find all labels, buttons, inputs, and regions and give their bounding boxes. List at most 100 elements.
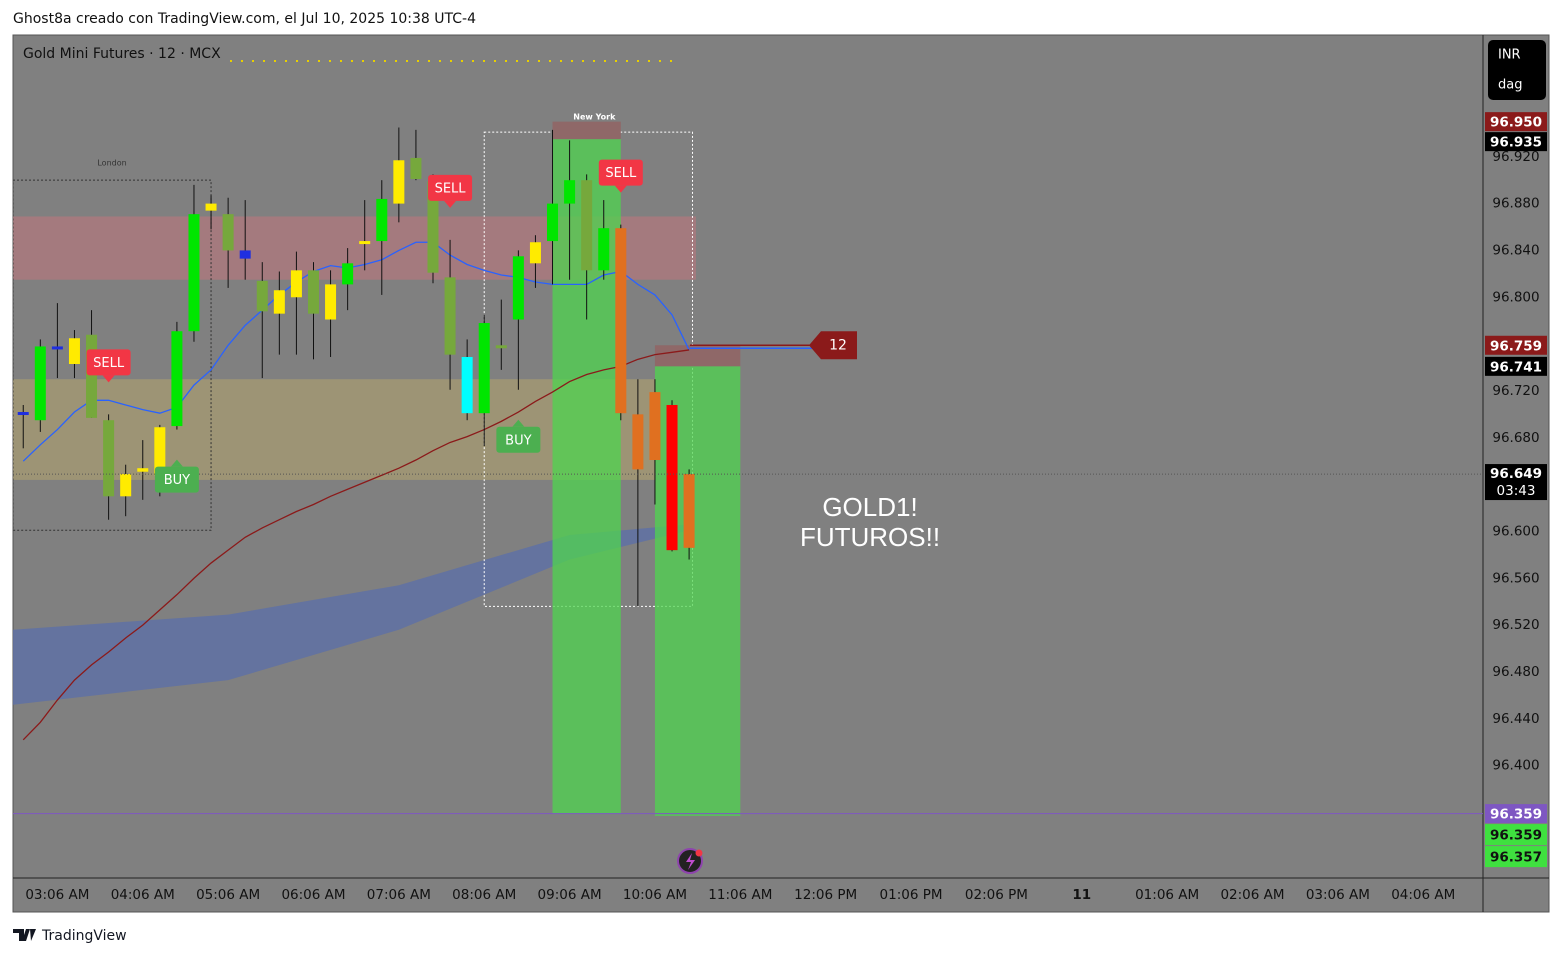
x-tick-label: 11:06 AM: [708, 887, 772, 903]
x-tick-label: 05:06 AM: [196, 887, 260, 903]
plot-area: [13, 121, 741, 816]
candle-body: [410, 157, 422, 180]
x-tick-label: 03:06 AM: [1306, 887, 1370, 903]
candle-body: [393, 160, 405, 204]
signal-label: BUY: [164, 473, 190, 488]
signal-label: SELL: [605, 166, 637, 181]
indicator-line: [22, 349, 690, 741]
x-tick-label: 02:06 AM: [1220, 887, 1284, 903]
x-tick-label: 04:06 AM: [111, 887, 175, 903]
x-tick-label: 12:06 PM: [794, 887, 857, 903]
x-tick-label: 03:06 AM: [25, 887, 89, 903]
signal-pointer: [512, 419, 525, 427]
cloud: [13, 524, 690, 705]
candle-body: [239, 250, 251, 259]
tv-logo: [13, 929, 36, 941]
price-tag-label: 96.357: [1490, 850, 1542, 866]
signal-box: [154, 466, 199, 493]
candle-body: [17, 412, 29, 416]
bolt: [686, 853, 695, 870]
candle-body: [581, 180, 593, 271]
candle-body: [495, 345, 507, 349]
signal-pointer: [170, 459, 183, 467]
indicator-line: [22, 241, 690, 462]
x-tick-label: 09:06 AM: [538, 887, 602, 903]
x-tick-label: 01:06 PM: [880, 887, 943, 903]
countdown: 03:43: [1497, 483, 1536, 499]
signal-box: [598, 159, 643, 186]
price-tag-label: 96.759: [1490, 338, 1542, 354]
candle-body: [461, 356, 473, 414]
y-tick-label: 96.880: [1492, 196, 1539, 212]
candle-body: [103, 420, 115, 497]
signal-label: BUY: [505, 433, 531, 448]
candle-body: [478, 323, 490, 414]
unit: dag: [1498, 78, 1522, 93]
price-tag: [1485, 112, 1547, 132]
overlay: London New York 12 SELL BUY SELL BUY SELL GOLD1!…: [13, 113, 1483, 815]
signal-box: [496, 426, 541, 453]
candle-body: [376, 198, 388, 242]
currency-box[interactable]: [1488, 40, 1546, 100]
y-tick-label: 96.720: [1492, 383, 1539, 399]
candle-body: [512, 256, 524, 320]
x-tick-label: 06:06 AM: [281, 887, 345, 903]
trade-risk: [552, 121, 621, 140]
price-tag: [1485, 846, 1547, 868]
candle-body: [222, 214, 234, 251]
footer: TradingView: [41, 928, 127, 944]
x-tick-label: 04:06 AM: [1391, 887, 1455, 903]
candle-body: [649, 392, 661, 461]
signal-pointer: [444, 200, 457, 208]
candle-body: [325, 284, 337, 320]
bolt-dot: [695, 849, 703, 857]
candle-body: [68, 338, 80, 365]
y-tick-label: 96.480: [1492, 664, 1539, 680]
x-tick-label: 01:06 AM: [1135, 887, 1199, 903]
candle-body: [666, 404, 678, 551]
candle-body: [359, 241, 371, 245]
candle-body: [154, 427, 166, 476]
y-tick-label: 96.400: [1492, 758, 1539, 774]
header: Ghost8a creado con TradingView.com, el J…: [13, 11, 476, 27]
candle-body: [342, 263, 354, 285]
price-tag: [1485, 464, 1547, 501]
price-tag-label: 96.359: [1490, 828, 1542, 844]
signal-pointer: [614, 185, 627, 193]
line-label-box: [809, 331, 857, 360]
x-tick-label: 07:06 AM: [367, 887, 431, 903]
candle-body: [632, 414, 644, 470]
y-tick-label: 96.440: [1492, 711, 1539, 727]
candle-body: [205, 203, 217, 211]
candle-body: [51, 346, 63, 350]
y-tick-label: 96.680: [1492, 430, 1539, 446]
price-tag: [1485, 335, 1547, 355]
candle-body: [290, 270, 302, 298]
signal-label: SELL: [435, 181, 467, 196]
trade-risk: [654, 345, 741, 367]
signal-box: [86, 349, 131, 376]
signal-pointer: [102, 375, 115, 383]
price-tag: [1485, 804, 1547, 824]
candle-body: [86, 334, 98, 418]
candle-body: [273, 290, 285, 314]
candle-body: [171, 331, 183, 427]
session-label: New York: [573, 113, 616, 122]
candle-body: [256, 280, 268, 312]
annotation: FUTUROS!!: [800, 522, 940, 552]
price-tag-label: 96.649: [1490, 466, 1542, 482]
x-tick-label: 11: [1072, 887, 1091, 903]
y-tick-label: 96.840: [1492, 242, 1539, 258]
signal-box: [428, 174, 473, 201]
candle-body: [615, 228, 627, 414]
session-label: London: [97, 159, 126, 168]
candle-body: [188, 214, 200, 332]
candle-body: [683, 474, 695, 548]
price-tag-label: 96.935: [1490, 135, 1542, 151]
zone: [13, 379, 655, 480]
candle-body: [547, 203, 559, 242]
candle-body: [529, 242, 541, 264]
candle-body: [34, 346, 46, 421]
